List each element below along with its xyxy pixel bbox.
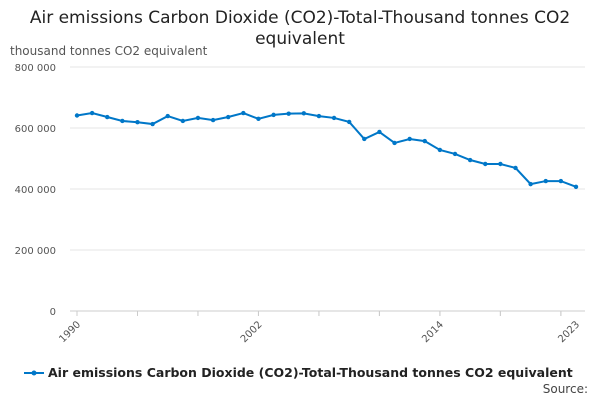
- line-chart: 0 200 000 400 000 600 000 800 000 1990 2002 201…: [15, 63, 585, 345]
- data-point: [256, 116, 261, 122]
- data-point: [165, 113, 170, 119]
- data-point: [513, 165, 518, 171]
- data-point: [226, 114, 231, 120]
- data-point: [422, 138, 427, 144]
- y-axis-label: thousand tonnes CO2 equivalent: [10, 44, 208, 58]
- x-tick-label: 2014: [420, 319, 446, 345]
- data-point: [105, 114, 110, 120]
- data-point: [135, 120, 140, 125]
- legend-label: Air emissions Carbon Dioxide (CO2)-Total…: [48, 365, 573, 380]
- series-line: [76, 112, 577, 188]
- data-point: [528, 181, 533, 187]
- data-point: [377, 129, 382, 135]
- data-point: [467, 157, 473, 163]
- data-point: [195, 115, 201, 121]
- data-point: [241, 110, 246, 116]
- data-point: [150, 121, 155, 127]
- data-point: [331, 115, 337, 121]
- data-point: [558, 178, 564, 184]
- data-point: [407, 136, 412, 142]
- data-point: [271, 112, 276, 118]
- data-point: [362, 136, 367, 142]
- data-point: [316, 113, 322, 119]
- data-point: [286, 111, 291, 116]
- data-point: [180, 118, 186, 124]
- data-point: [437, 147, 443, 153]
- data-point: [89, 110, 95, 116]
- data-point: [573, 184, 579, 190]
- data-point: [210, 117, 216, 123]
- legend-line-icon: [24, 370, 44, 375]
- source-label: Source:: [542, 382, 588, 396]
- data-point: [498, 161, 503, 167]
- data-point: [452, 151, 458, 157]
- y-tick-label: 800 000: [15, 63, 56, 74]
- x-tick-label: 1990: [57, 319, 83, 345]
- data-point: [392, 140, 397, 146]
- data-point: [483, 161, 488, 167]
- x-tick-label: 2023: [556, 319, 582, 345]
- data-point: [346, 119, 352, 125]
- y-tick-label: 400 000: [15, 185, 56, 196]
- y-tick-label: 200 000: [15, 246, 56, 257]
- y-tick-label: 0: [50, 307, 56, 318]
- legend[interactable]: Air emissions Carbon Dioxide (CO2)-Total…: [24, 365, 573, 380]
- data-point: [543, 178, 548, 184]
- y-tick-label: 600 000: [15, 124, 56, 135]
- data-point: [74, 113, 80, 118]
- data-point: [120, 118, 125, 124]
- x-tick-label: 2002: [239, 319, 265, 345]
- chart-title: Air emissions Carbon Dioxide (CO2)-Total…: [29, 8, 571, 49]
- data-point: [301, 111, 307, 116]
